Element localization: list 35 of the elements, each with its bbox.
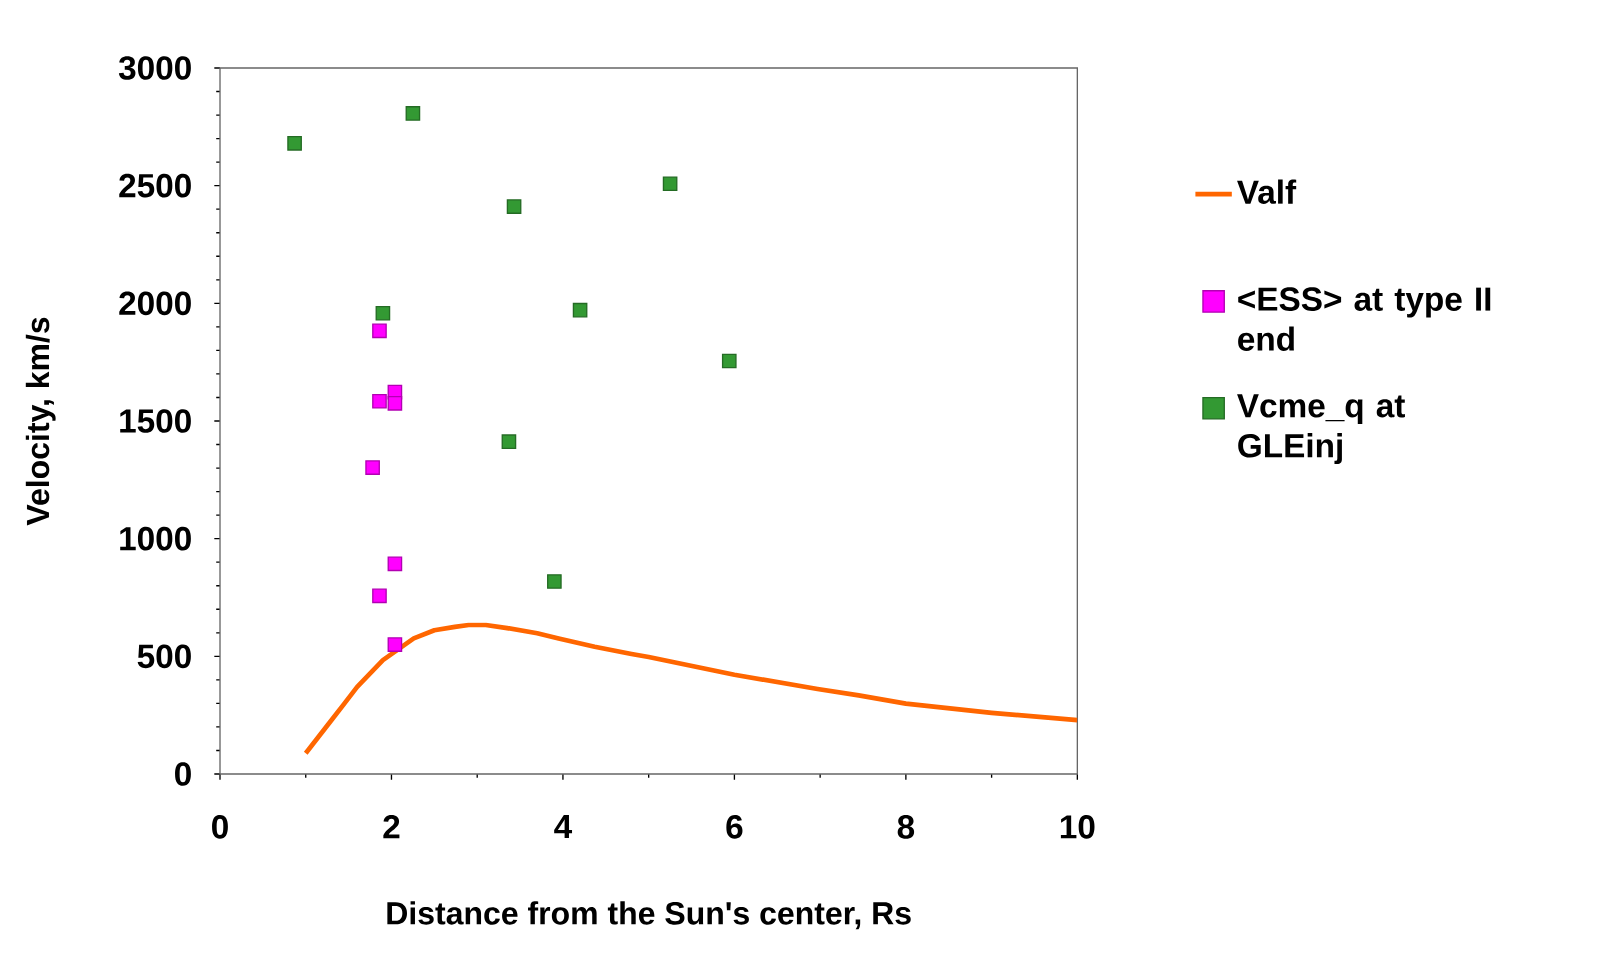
point xyxy=(387,556,403,572)
y-tick-label: 1000 xyxy=(120,526,191,551)
x-tick-label: 10 xyxy=(1060,815,1095,839)
legend-label: Valf xyxy=(1237,179,1297,204)
y-axis-title: Velocity, km/s xyxy=(25,317,56,526)
x-tick-label: 8 xyxy=(897,815,915,839)
y-tick-label: 3000 xyxy=(118,56,191,80)
point xyxy=(365,460,380,475)
x-tick-label: 4 xyxy=(554,815,573,838)
point xyxy=(721,353,737,369)
y-tick-label: 500 xyxy=(137,644,191,669)
point xyxy=(405,106,421,121)
point xyxy=(506,199,522,214)
point xyxy=(387,396,403,411)
x-tick-label: 2 xyxy=(383,815,400,839)
legend-label: <ESS> at type II end xyxy=(1238,287,1491,351)
point xyxy=(572,302,588,318)
x-tick-label: 0 xyxy=(212,815,228,839)
point xyxy=(501,434,517,450)
point xyxy=(372,393,387,409)
point xyxy=(662,176,678,192)
y-tick-label: 2500 xyxy=(119,173,191,198)
x-tick-label: 6 xyxy=(726,815,743,839)
point xyxy=(375,305,391,321)
y-tick-label: 1500 xyxy=(120,409,191,433)
line-series xyxy=(303,622,1078,756)
point xyxy=(287,135,302,151)
legend-label: Vcme_q at GLEinj xyxy=(1237,394,1405,465)
point xyxy=(387,637,403,652)
point xyxy=(372,588,387,604)
y-tick-label: 2000 xyxy=(119,291,191,316)
y-tick-label: 0 xyxy=(175,762,191,786)
point xyxy=(372,323,387,339)
point xyxy=(547,574,562,589)
x-axis-title: Distance from the Sun's center, Rs xyxy=(387,901,911,930)
